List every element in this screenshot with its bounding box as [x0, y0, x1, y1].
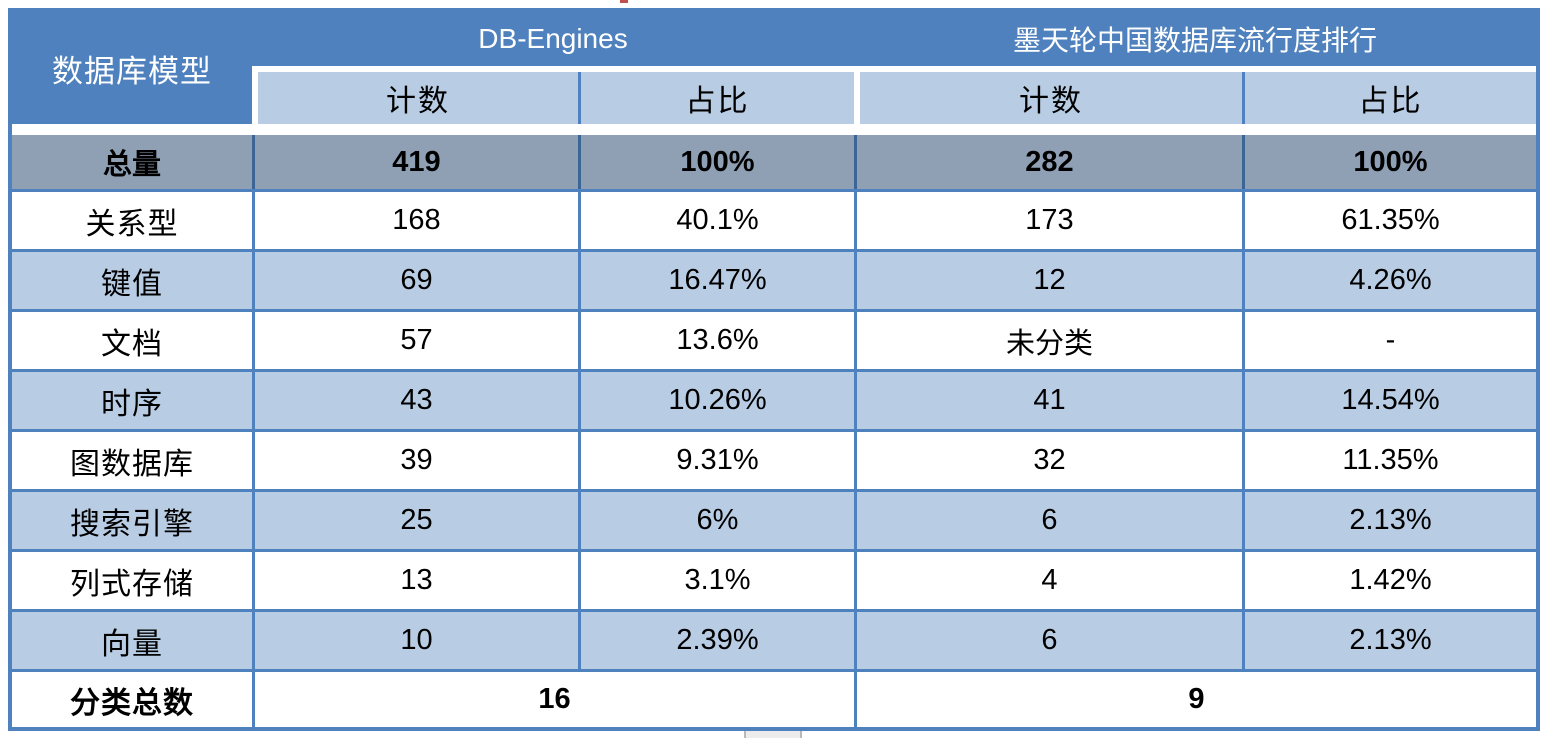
table-row: 向量 10 2.39% 6 2.13%	[12, 612, 1536, 672]
header-right-block: DB-Engines 墨天轮中国数据库流行度排行 计数 占比 计数 占比	[252, 12, 1536, 124]
subheader-modb-count: 计数	[854, 72, 1242, 124]
cell-value: 9.31%	[578, 432, 854, 489]
cell-value: 61.35%	[1242, 192, 1536, 249]
cell-value: 2.39%	[578, 612, 854, 669]
cell-value: 16.47%	[578, 252, 854, 309]
db-engines-category-total: 16	[252, 672, 854, 727]
cell-value: 10	[252, 612, 578, 669]
subheader-row: 计数 占比 计数 占比	[252, 72, 1536, 124]
cell-value: 6	[854, 612, 1242, 669]
cell-value: 39	[252, 432, 578, 489]
row-label: 文档	[12, 312, 252, 369]
cell-value: 168	[252, 192, 578, 249]
group-header-row: DB-Engines 墨天轮中国数据库流行度排行	[252, 12, 1536, 66]
scrollbar-handle-artifact	[744, 731, 802, 738]
table-row: 图数据库 39 9.31% 32 11.35%	[12, 432, 1536, 492]
row-label: 分类总数	[12, 672, 252, 727]
cell-value: 32	[854, 432, 1242, 489]
cell-value: 41	[854, 372, 1242, 429]
footer-row-category-totals: 分类总数 16 9	[12, 672, 1536, 727]
total-row: 总量 419 100% 282 100%	[12, 135, 1536, 192]
table-row: 搜索引擎 25 6% 6 2.13%	[12, 492, 1536, 552]
cell-value: 100%	[578, 135, 854, 189]
modb-category-total: 9	[854, 672, 1536, 727]
subheader-db-engines-count: 计数	[252, 72, 578, 124]
header-separator-band	[12, 124, 1536, 135]
table-row: 时序 43 10.26% 41 14.54%	[12, 372, 1536, 432]
group-header-db-engines: DB-Engines	[252, 12, 854, 66]
cell-value: 3.1%	[578, 552, 854, 609]
cell-value: 69	[252, 252, 578, 309]
cell-value: 6%	[578, 492, 854, 549]
cell-value: 1.42%	[1242, 552, 1536, 609]
row-label: 图数据库	[12, 432, 252, 489]
red-crop-artifact	[620, 0, 628, 3]
cell-value: 10.26%	[578, 372, 854, 429]
row-label: 向量	[12, 612, 252, 669]
header-white-gap	[252, 66, 1536, 72]
cell-value: 57	[252, 312, 578, 369]
row-label: 搜索引擎	[12, 492, 252, 549]
row-label: 时序	[12, 372, 252, 429]
cell-value: 2.13%	[1242, 612, 1536, 669]
group-header-modb-ranking: 墨天轮中国数据库流行度排行	[854, 12, 1536, 66]
cell-value: 282	[854, 135, 1242, 189]
table-row: 关系型 168 40.1% 173 61.35%	[12, 192, 1536, 252]
cell-value: 4	[854, 552, 1242, 609]
table-row: 列式存储 13 3.1% 4 1.42%	[12, 552, 1536, 612]
cell-value: 2.13%	[1242, 492, 1536, 549]
cell-value: 14.54%	[1242, 372, 1536, 429]
cell-value: 100%	[1242, 135, 1536, 189]
cell-value: 419	[252, 135, 578, 189]
row-label: 键值	[12, 252, 252, 309]
cell-value: 11.35%	[1242, 432, 1536, 489]
cell-value: 6	[854, 492, 1242, 549]
row-label: 列式存储	[12, 552, 252, 609]
cell-value: 未分类	[854, 312, 1242, 369]
subheader-modb-share: 占比	[1242, 72, 1536, 124]
cell-value: 13.6%	[578, 312, 854, 369]
row-label: 总量	[12, 135, 252, 189]
database-model-comparison-table: 数据库模型 DB-Engines 墨天轮中国数据库流行度排行 计数 占比 计数 …	[8, 8, 1540, 731]
cell-value: 12	[854, 252, 1242, 309]
row-label: 关系型	[12, 192, 252, 249]
table-row: 文档 57 13.6% 未分类 -	[12, 312, 1536, 372]
cell-value: 13	[252, 552, 578, 609]
cell-value: 25	[252, 492, 578, 549]
cell-value: 40.1%	[578, 192, 854, 249]
cell-value: -	[1242, 312, 1536, 369]
cell-value: 173	[854, 192, 1242, 249]
subheader-db-engines-share: 占比	[578, 72, 854, 124]
table-header: 数据库模型 DB-Engines 墨天轮中国数据库流行度排行 计数 占比 计数 …	[12, 12, 1536, 124]
cell-value: 43	[252, 372, 578, 429]
corner-header-database-model: 数据库模型	[12, 12, 252, 124]
table-row: 键值 69 16.47% 12 4.26%	[12, 252, 1536, 312]
cell-value: 4.26%	[1242, 252, 1536, 309]
